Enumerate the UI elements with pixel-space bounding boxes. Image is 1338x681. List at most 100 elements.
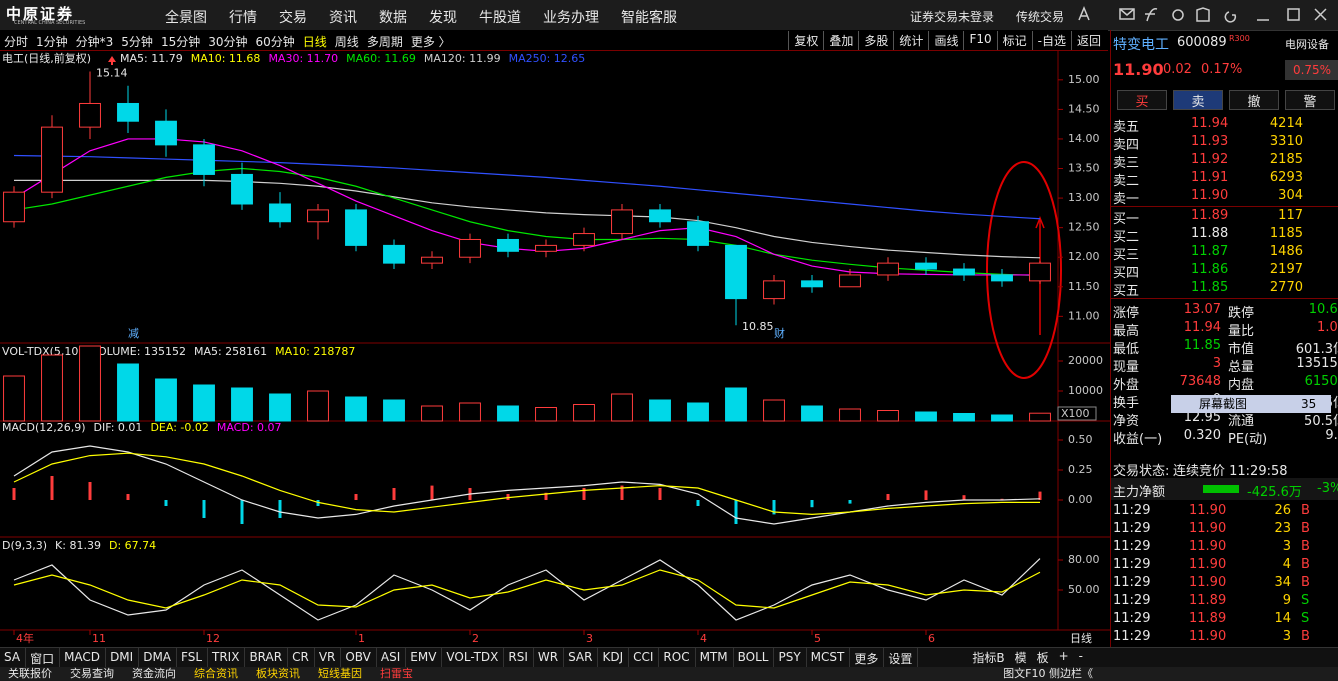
stat-label: PE(动): [1228, 432, 1268, 447]
indicator-tab[interactable]: SAR: [564, 648, 599, 668]
indicator-tab[interactable]: VR: [315, 648, 342, 668]
period-tab[interactable]: 5分钟: [121, 35, 153, 49]
font-icon[interactable]: [1078, 6, 1090, 21]
indicator-tab[interactable]: MACD: [60, 648, 107, 668]
status-link[interactable]: 关联报价: [8, 667, 52, 680]
settings-icon[interactable]: [1172, 9, 1184, 21]
indicator-tab[interactable]: OBV: [341, 648, 377, 668]
status-link[interactable]: 资金流向: [132, 667, 176, 680]
sector-name[interactable]: 电网设备: [1285, 38, 1329, 51]
close-icon[interactable]: [1314, 8, 1327, 21]
volume-bar: [991, 414, 1013, 422]
period-tab[interactable]: 周线: [334, 35, 359, 49]
help-icon[interactable]: [1224, 11, 1237, 23]
indicator-tab[interactable]: EMV: [406, 648, 443, 668]
menu-item[interactable]: 业务办理: [543, 10, 599, 26]
classic-trade[interactable]: 传统交易: [1016, 10, 1065, 24]
menu-item[interactable]: 全景图: [165, 10, 207, 26]
tool-button[interactable]: 统计: [893, 31, 928, 50]
period-tab[interactable]: 多周期: [366, 35, 403, 49]
indicator-tab[interactable]: 设置: [884, 648, 919, 668]
trade-button[interactable]: 撤: [1229, 90, 1279, 110]
indicator-tab[interactable]: DMA: [139, 648, 178, 668]
status-link[interactable]: 综合资讯: [194, 667, 238, 680]
indicator-tab[interactable]: 窗口: [26, 648, 61, 668]
level-label: 买二: [1113, 230, 1140, 245]
tool-button[interactable]: 画线: [928, 31, 963, 50]
last-price: 11.90: [1113, 60, 1164, 79]
menu-item[interactable]: 交易: [279, 10, 307, 26]
indicator-tab[interactable]: FSL: [177, 648, 209, 668]
skin-icon[interactable]: [1196, 7, 1210, 22]
tool-button[interactable]: 返回: [1070, 31, 1106, 50]
menu-item[interactable]: 数据: [379, 10, 407, 26]
candle-body: [497, 238, 519, 252]
fx-icon[interactable]: [1145, 8, 1158, 22]
level-price: 11.85: [1191, 280, 1229, 295]
period-tab[interactable]: 60分钟: [255, 35, 295, 49]
trade-button[interactable]: 买: [1117, 90, 1167, 110]
indicator-tab[interactable]: RSI: [504, 648, 534, 668]
candle-body: [383, 244, 405, 264]
indicator-tab[interactable]: WR: [534, 648, 565, 668]
menu-item[interactable]: 行情: [229, 10, 257, 26]
status-right[interactable]: 图文F10 侧边栏《: [1003, 667, 1093, 680]
indicator-tab[interactable]: ASI: [377, 648, 407, 668]
legend-item: D: 67.74: [109, 539, 156, 552]
indicator-tab[interactable]: CCI: [629, 648, 660, 668]
y-tick-label: 12.50: [1068, 221, 1100, 234]
status-link[interactable]: 短线基因: [318, 667, 362, 680]
stat-value: 3: [1212, 356, 1221, 371]
tool-button[interactable]: 标记: [996, 31, 1032, 50]
period-tab[interactable]: 日线: [302, 35, 327, 49]
menu-item[interactable]: 牛股道: [479, 10, 521, 26]
trade-time: 11:29: [1113, 629, 1151, 644]
indicator-tab[interactable]: -: [1078, 649, 1083, 663]
volume-bar: [649, 399, 671, 422]
status-link[interactable]: 交易查询: [70, 667, 114, 680]
indicator-tab[interactable]: BOLL: [734, 648, 775, 668]
stat-value: 0.320: [1183, 428, 1221, 443]
trade-button[interactable]: 卖: [1173, 90, 1223, 110]
level-label: 买四: [1113, 266, 1140, 281]
period-tab[interactable]: 分时: [4, 35, 29, 49]
indicator-tab[interactable]: 模: [1014, 651, 1027, 665]
indicator-tab[interactable]: MCST: [807, 648, 851, 668]
indicator-tab[interactable]: TRIX: [208, 648, 246, 668]
indicator-tab[interactable]: VOL-TDX: [442, 648, 505, 668]
indicator-tab[interactable]: BRAR: [245, 648, 289, 668]
login-status[interactable]: 证券交易未登录: [910, 10, 995, 24]
menu-item[interactable]: 智能客服: [621, 10, 677, 26]
indicator-tab[interactable]: DMI: [106, 648, 140, 668]
trade-button[interactable]: 警: [1285, 90, 1335, 110]
period-tab[interactable]: 分钟*3: [75, 35, 114, 49]
tool-button[interactable]: 叠加: [823, 31, 858, 50]
indicator-tab[interactable]: MTM: [696, 648, 734, 668]
stat-value: 10.69: [1308, 302, 1338, 317]
tool-button[interactable]: 复权: [788, 31, 823, 50]
tool-button[interactable]: -自选: [1031, 31, 1071, 50]
period-tab[interactable]: 更多 〉: [410, 35, 451, 49]
menu-item[interactable]: 发现: [429, 10, 457, 26]
indicator-tab[interactable]: +: [1058, 649, 1069, 663]
indicator-tab[interactable]: 板: [1036, 651, 1049, 665]
period-tab[interactable]: 30分钟: [208, 35, 248, 49]
status-link[interactable]: 扫雷宝: [380, 667, 413, 680]
tool-button[interactable]: F10: [963, 31, 996, 50]
period-tab[interactable]: 1分钟: [36, 35, 68, 49]
indicator-tab[interactable]: 指标B: [972, 651, 1005, 665]
indicator-tab[interactable]: ROC: [659, 648, 696, 668]
period-tab[interactable]: 15分钟: [160, 35, 201, 49]
indicator-tab[interactable]: PSY: [774, 648, 807, 668]
status-link[interactable]: 板块资讯: [256, 667, 300, 680]
indicator-tab[interactable]: 更多: [850, 648, 885, 668]
maximize-icon[interactable]: [1287, 8, 1300, 21]
level-volume: 2197: [1269, 262, 1303, 277]
mail-icon[interactable]: [1119, 8, 1135, 20]
tool-button[interactable]: 多股: [858, 31, 893, 50]
indicator-tab[interactable]: CR: [288, 648, 315, 668]
indicator-tab[interactable]: SA: [0, 648, 27, 668]
y-tick-label: 0.50: [1068, 433, 1093, 446]
menu-item[interactable]: 资讯: [329, 10, 357, 26]
indicator-tab[interactable]: KDJ: [598, 648, 630, 668]
